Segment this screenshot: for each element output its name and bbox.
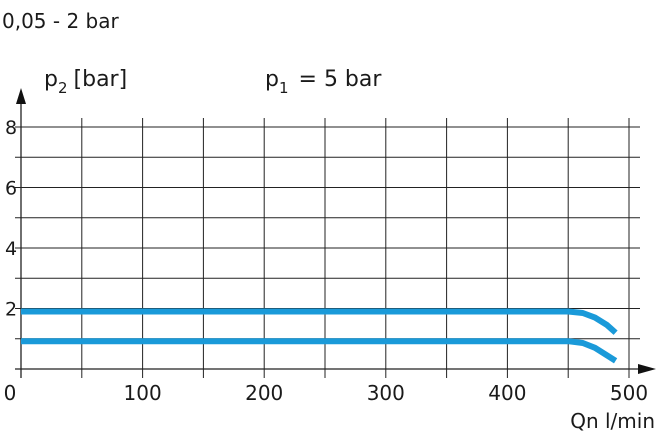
x-tick-label: 200 <box>245 381 283 405</box>
y-axis-label: p2 [bar] <box>44 67 127 97</box>
x-axis-arrow-icon <box>638 364 656 374</box>
x-tick-label: 400 <box>488 381 526 405</box>
series-line-2 <box>21 338 618 364</box>
tick-labels: 2 4 6 8 0 100 200 300 400 500 <box>4 117 648 405</box>
y-tick-label: 6 <box>5 178 17 200</box>
y-tick-label: 2 <box>5 299 17 321</box>
x-tick-label: 0 <box>4 381 17 405</box>
y-tick-label: 4 <box>5 238 17 260</box>
y-tick-label: 8 <box>5 117 17 139</box>
x-axis-label: Qn l/min <box>570 409 655 433</box>
series-lines <box>21 308 618 364</box>
grid <box>15 118 640 378</box>
series-line-1 <box>21 308 618 335</box>
chart-title: 0,05 - 2 bar <box>2 9 119 33</box>
x-tick-label: 300 <box>367 381 405 405</box>
x-tick-label: 500 <box>610 381 648 405</box>
axes <box>15 88 656 378</box>
chart-subtitle: p1 = 5 bar <box>265 67 382 97</box>
y-axis-arrow-icon <box>16 88 26 104</box>
x-tick-label: 100 <box>124 381 162 405</box>
